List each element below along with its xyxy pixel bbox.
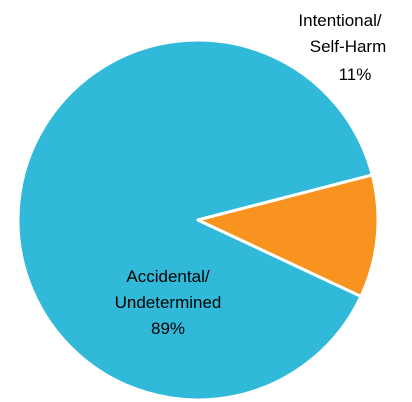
slice-label-intentional: Intentional/ Self-Harm 11% xyxy=(298,11,386,84)
label-accidental-value: 89% xyxy=(151,319,185,338)
pie-slice-accidental-undetermined xyxy=(16,38,374,402)
label-intentional-line1: Intentional/ xyxy=(298,11,381,30)
label-accidental-line2: Undetermined xyxy=(115,293,222,312)
pie-slice-intentional-self-harm xyxy=(196,173,380,298)
slice-label-accidental: Accidental/ Undetermined 89% xyxy=(115,267,222,338)
label-intentional-line2: Self-Harm xyxy=(310,37,387,56)
label-accidental-line1: Accidental/ xyxy=(126,267,209,286)
pie-slices xyxy=(16,38,380,402)
label-intentional-value: 11% xyxy=(339,65,372,84)
